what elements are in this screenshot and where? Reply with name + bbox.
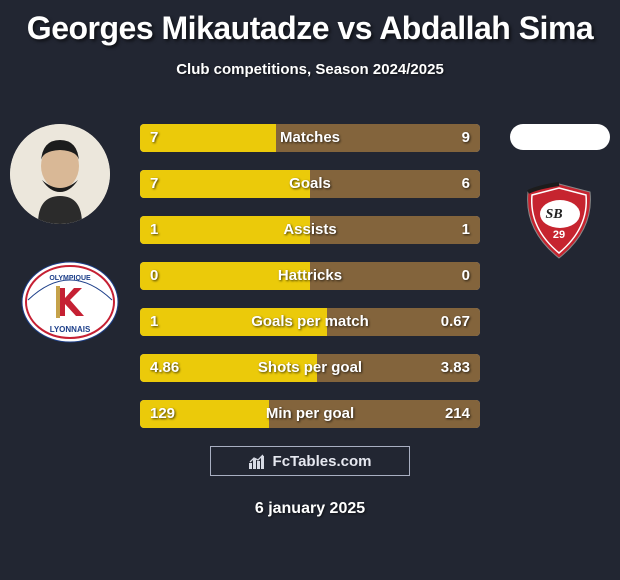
footer-brand-text: FcTables.com xyxy=(273,453,372,470)
subtitle: Club competitions, Season 2024/2025 xyxy=(0,61,620,78)
page-title: Georges Mikautadze vs Abdallah Sima xyxy=(0,0,620,47)
stat-row: 4.863.83Shots per goal xyxy=(140,354,480,382)
club-left-badge: OLYMPIQUE LYONNAIS xyxy=(20,260,120,344)
stat-label: Shots per goal xyxy=(140,354,480,382)
comparison-bars: 79Matches 76Goals 11Assists 00Hattricks 10.6… xyxy=(140,124,480,446)
stat-row: 10.67Goals per match xyxy=(140,308,480,336)
svg-text:OLYMPIQUE: OLYMPIQUE xyxy=(49,275,91,282)
stat-row: 79Matches xyxy=(140,124,480,152)
stat-row: 76Goals xyxy=(140,170,480,198)
svg-text:29: 29 xyxy=(553,229,565,241)
club-right-badge: SB 29 xyxy=(518,180,600,262)
stat-label: Min per goal xyxy=(140,400,480,428)
player-left-avatar xyxy=(10,124,110,224)
stat-row: 11Assists xyxy=(140,216,480,244)
stat-label: Goals xyxy=(140,170,480,198)
stat-label: Hattricks xyxy=(140,262,480,290)
chart-icon xyxy=(249,453,267,469)
stat-label: Matches xyxy=(140,124,480,152)
stat-label: Assists xyxy=(140,216,480,244)
date-text: 6 january 2025 xyxy=(0,500,620,518)
player-right-avatar xyxy=(510,124,610,150)
svg-text:SB: SB xyxy=(545,207,562,222)
stat-row: 00Hattricks xyxy=(140,262,480,290)
stat-label: Goals per match xyxy=(140,308,480,336)
footer-brand-box: FcTables.com xyxy=(210,446,410,476)
svg-text:LYONNAIS: LYONNAIS xyxy=(50,325,91,334)
stat-row: 129214Min per goal xyxy=(140,400,480,428)
